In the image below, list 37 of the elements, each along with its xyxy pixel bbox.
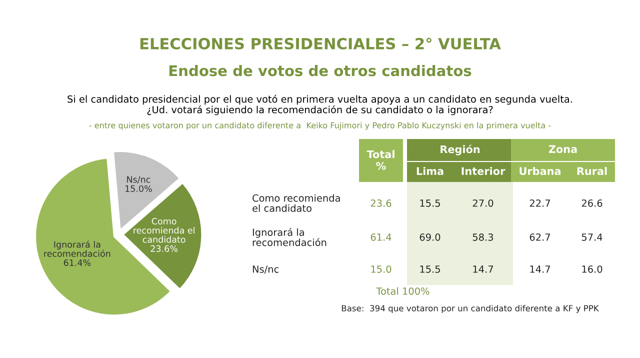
slice-label: Ns/nc (127, 176, 150, 184)
text: 15.0 (371, 265, 392, 273)
category-label: Ignorará la recomendación (252, 228, 326, 246)
text: 16.0 (582, 265, 602, 273)
text: Endose de votos de otros candidatos (169, 64, 472, 76)
category-label: Rural (577, 166, 607, 176)
slice-label: Como recomienda el candidato (134, 218, 194, 243)
data-label: 15.0% (126, 185, 152, 192)
slice-label: Ignorará la recomendación (44, 240, 110, 257)
text: Región (440, 144, 480, 156)
text: 14.7 (473, 266, 493, 273)
text: 61.4 (370, 233, 392, 241)
text: 15.5 (420, 266, 440, 273)
text: 58.3 (472, 233, 494, 241)
text: Zona (548, 145, 577, 154)
text: 14.7 (530, 266, 550, 273)
text: 15.5 (420, 200, 440, 207)
text: Base: 394 que votaron por un candidato diferente a KF y PPK (342, 304, 600, 314)
text: 22.7 (530, 199, 550, 207)
category-label: Lima (416, 166, 444, 176)
text: - entre quienes votaron por un candidato diferente a Keiko Fujimori y Pedro Pablo Kuczynski en la primera vuelta - (89, 122, 551, 130)
category-label: Total % (366, 150, 394, 170)
category-label: Urbana (520, 166, 560, 176)
text: 62.7 (530, 233, 550, 241)
category-label: Interior (462, 166, 506, 176)
text: Total 100% (376, 287, 430, 295)
data-label: 61.4% (64, 259, 91, 266)
text: 23.6 (370, 199, 392, 207)
text: 26.6 (582, 199, 602, 207)
text: ELECCIONES PRESIDENCIALES – 2° VUELTA (140, 38, 501, 50)
text: Si el candidato presidencial por el que votó en primera vuelta apoya a un candidato en segunda vuelta. ¿Ud. votará siguiendo la recomendación de su candidato o la ignorara? (68, 94, 572, 116)
text: 69.0 (420, 233, 440, 241)
data-label: 23.6% (150, 245, 178, 252)
category-label: Ns/nc (252, 266, 279, 274)
text: 57.4 (582, 234, 602, 241)
category-label: Como recomienda el candidato (252, 194, 340, 212)
text: 27.0 (472, 199, 494, 207)
